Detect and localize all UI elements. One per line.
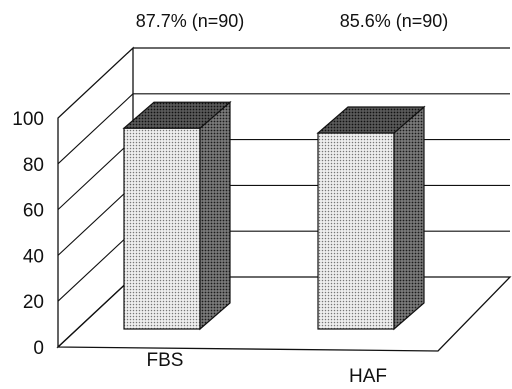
- y-axis-tick-labels: 0 20 40 60 80 100: [12, 109, 44, 359]
- gridline: [57, 93, 510, 165]
- bar-fbs: [122, 100, 232, 331]
- bar-front: [123, 127, 201, 330]
- bar-front: [317, 132, 395, 330]
- y-tick-label: 20: [23, 292, 44, 313]
- bar-side: [199, 100, 231, 331]
- category-labels: FBS HAF: [147, 350, 387, 387]
- value-annotations: 87.7% (n=90) 85.6% (n=90): [136, 11, 449, 31]
- floor: [56, 276, 512, 352]
- category-label: HAF: [349, 366, 387, 387]
- y-tick-label: 80: [23, 155, 44, 176]
- annotation-haf: 85.6% (n=90): [340, 11, 449, 31]
- bar-side: [393, 105, 425, 331]
- y-tick-label: 100: [12, 109, 44, 130]
- bar-top: [316, 106, 426, 134]
- left-wall: [57, 46, 134, 349]
- bar-haf: [316, 105, 426, 331]
- annotation-fbs: 87.7% (n=90): [136, 11, 245, 31]
- y-tick-label: 60: [23, 201, 44, 222]
- y-tick-label: 0: [33, 338, 44, 359]
- bar-top: [122, 101, 232, 129]
- y-tick-label: 40: [23, 246, 44, 267]
- category-label: FBS: [147, 350, 184, 371]
- bars: [122, 100, 426, 331]
